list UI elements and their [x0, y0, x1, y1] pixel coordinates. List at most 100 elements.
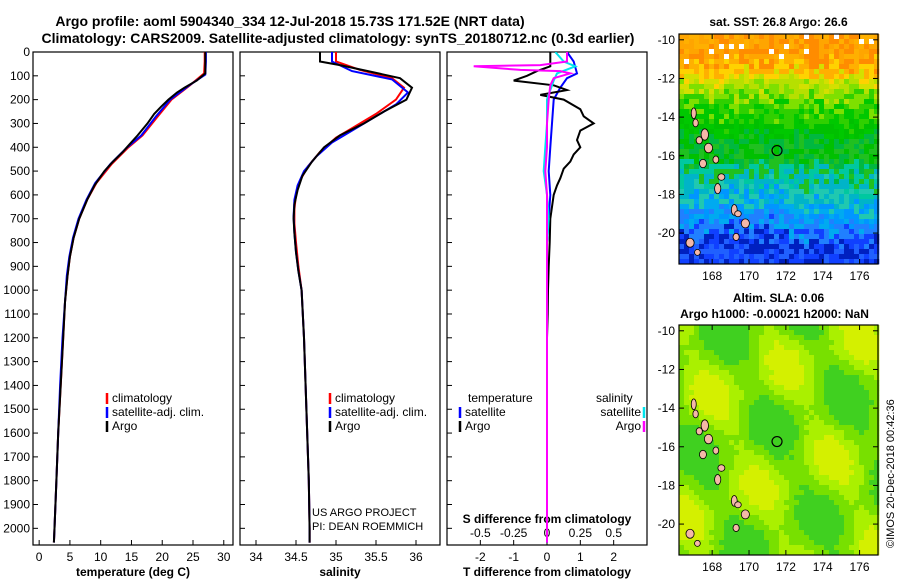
island-shape: [700, 419, 709, 432]
lat-tick-label: -16: [658, 149, 676, 163]
island-shape: [712, 155, 720, 164]
lon-tick-label: 170: [739, 560, 759, 574]
map-heatmap: [679, 34, 880, 265]
island-shape: [717, 464, 726, 472]
salinity-legend-label: climatology: [335, 391, 395, 405]
lat-tick-label: -12: [658, 362, 676, 376]
depth-tick-label: 1700: [3, 450, 30, 464]
island-shape: [694, 540, 701, 547]
x-tick-label: 35.5: [364, 550, 388, 564]
s-diff-tick-label: -0.25: [500, 526, 528, 540]
x-tick-label: 1: [577, 550, 584, 564]
diff-legend-temperature-label: Argo: [465, 419, 491, 433]
lat-tick-label: -10: [658, 33, 676, 47]
island-shape: [717, 173, 726, 181]
depth-tick-label: 1900: [3, 498, 30, 512]
figure-title-line1: Argo profile: aoml 5904340_334 12-Jul-20…: [55, 13, 524, 29]
profile-panels: 0100200300400500600700800900100011001200…: [3, 45, 648, 579]
island-shape: [714, 183, 722, 195]
island-shape: [734, 210, 742, 218]
lon-tick-label: 172: [776, 269, 796, 283]
island-shape: [732, 523, 740, 532]
depth-tick-label: 0: [23, 45, 30, 59]
x-tick-label: 30: [217, 550, 231, 564]
lon-tick-label: 168: [702, 560, 722, 574]
depth-tick-label: 1100: [4, 307, 30, 321]
salinity-legend-label: Argo: [335, 419, 361, 433]
lon-tick-label: 170: [739, 269, 759, 283]
map-panel-1: sat. SST: 26.8 Argo: 26.6 168 170 172 174 176…: [658, 15, 880, 283]
map-subtitle: Argo h1000: -0.00021 h2000: NaN: [680, 307, 869, 321]
panel-frame-salinity: [239, 51, 441, 546]
depth-tick-label: 1600: [3, 426, 30, 440]
island-shape: [703, 433, 713, 445]
depth-tick-label: 1000: [3, 283, 30, 297]
temperature-legend-label: Argo: [112, 419, 138, 433]
island-shape: [690, 107, 697, 120]
lon-tick-label: 172: [776, 560, 796, 574]
map-frame: [678, 33, 879, 265]
island-shape: [695, 427, 703, 436]
x-tick-label: 2: [610, 550, 617, 564]
lon-tick-label: 174: [813, 560, 833, 574]
lat-tick-label: -20: [658, 226, 676, 240]
series-line-difference: [513, 52, 596, 543]
map-frame: [678, 324, 879, 556]
x-tick-label: 0: [36, 550, 43, 564]
diff-legend-salinity-label: Argo: [616, 419, 642, 433]
x-tick-label: 20: [156, 550, 170, 564]
island-shape: [690, 398, 697, 411]
diff-legend-temperature-title: temperature: [468, 391, 533, 405]
lat-tick-label: -10: [658, 324, 676, 338]
lat-tick-label: -20: [658, 517, 676, 531]
x-tick-label: 15: [125, 550, 139, 564]
argo-float-marker: [771, 435, 783, 448]
x-axis-label-temperature: temperature (deg C): [76, 565, 190, 579]
island-shape: [699, 449, 707, 460]
map-title: sat. SST: 26.8 Argo: 26.6: [709, 15, 848, 29]
s-diff-tick-label: -0.5: [470, 526, 491, 540]
series-line-salinity: [292, 52, 414, 543]
island-shape: [685, 528, 695, 539]
imos-credit: ©IMOS 20-Dec-2018 00:42:36: [885, 399, 897, 548]
diff-legend-salinity-title: salinity: [596, 391, 633, 405]
x-axis-label-difference: T difference from climatology: [463, 565, 631, 579]
lat-tick-label: -18: [658, 187, 676, 201]
map-panels: sat. SST: 26.8 Argo: 26.6 168 170 172 174 176…: [658, 15, 880, 574]
lat-tick-label: -16: [658, 440, 676, 454]
island-shape: [699, 158, 707, 169]
island-shape: [694, 249, 701, 256]
lat-tick-label: -14: [658, 401, 676, 415]
lon-tick-label: 176: [850, 560, 870, 574]
island-shape: [712, 446, 720, 455]
x-tick-label: -1: [508, 550, 519, 564]
depth-tick-label: 1500: [3, 402, 30, 416]
panel-temperature: 0100200300400500600700800900100011001200…: [3, 45, 234, 579]
island-shape: [703, 142, 713, 154]
s-diff-tick-label: 0.5: [605, 526, 622, 540]
depth-tick-label: 1400: [3, 378, 30, 392]
series-line-temperature: [52, 52, 207, 543]
panel-frame-temperature: [32, 51, 234, 546]
series-line-difference: [473, 52, 575, 543]
diff-legend-temperature-label: satellite: [465, 405, 506, 419]
x-tick-label: 34.5: [284, 550, 308, 564]
depth-tick-label: 1800: [3, 474, 30, 488]
island-shape: [695, 136, 703, 145]
lon-tick-label: 174: [813, 269, 833, 283]
x-tick-label: -2: [475, 550, 486, 564]
temperature-legend-label: climatology: [112, 391, 172, 405]
panel-salinity: 34 34.5 35 35.5 36 salinity: [239, 51, 441, 579]
depth-tick-label: 400: [10, 140, 30, 154]
x-tick-label: 25: [186, 550, 200, 564]
x-tick-label: 35: [329, 550, 343, 564]
depth-tick-label: 300: [10, 116, 30, 130]
depth-tick-label: 1200: [3, 331, 30, 345]
pi-credit: PI: DEAN ROEMMICH: [312, 521, 423, 533]
x-tick-label: 34: [249, 550, 263, 564]
salinity-legend-label: satellite-adj. clim.: [335, 405, 427, 419]
depth-tick-label: 100: [10, 69, 30, 83]
x-tick-label: 5: [67, 550, 74, 564]
lon-tick-label: 168: [702, 269, 722, 283]
